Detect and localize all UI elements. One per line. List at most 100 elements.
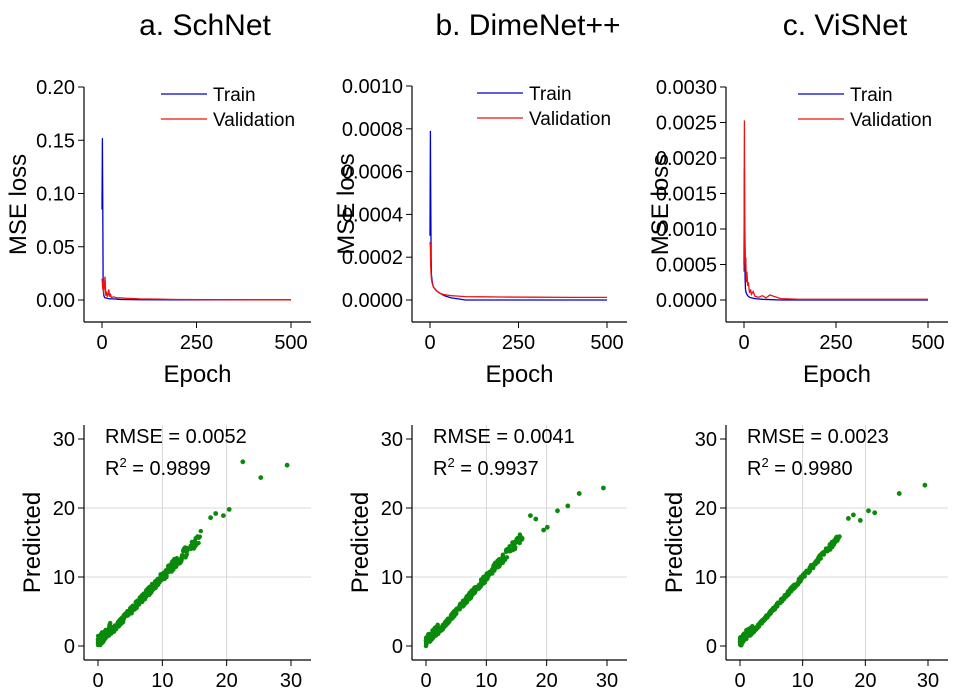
y-tick-label: 0.0015 (656, 184, 717, 206)
y-tick-label: 0.05 (36, 237, 75, 259)
y-tick-label: 0 (64, 636, 75, 658)
data-point (98, 637, 103, 642)
y-axis-label: Predicted (347, 492, 374, 593)
chart-title: a. SchNet (139, 9, 271, 42)
data-point (829, 539, 834, 545)
data-point (516, 536, 521, 541)
y-tick-label: 0.0002 (342, 247, 403, 269)
data-point (511, 546, 517, 551)
legend-label-validation: Validation (213, 110, 295, 131)
data-point (221, 513, 226, 518)
scatter-points (737, 482, 928, 648)
data-point (122, 614, 127, 619)
data-point (164, 568, 169, 573)
x-axis-label: Epoch (485, 361, 553, 388)
r2-symbol: R (105, 458, 119, 480)
x-tick-label: 20 (854, 670, 876, 688)
data-point (738, 642, 743, 648)
y-axis-label: MSE loss (647, 154, 674, 255)
data-point (528, 513, 533, 518)
data-point (541, 527, 546, 533)
legend-label-train: Train (213, 85, 256, 106)
data-point (240, 459, 246, 465)
data-point (430, 630, 435, 635)
data-point (151, 584, 156, 589)
data-point (459, 602, 465, 608)
data-point (136, 600, 142, 605)
data-point (435, 622, 440, 627)
data-point (464, 600, 469, 605)
data-point (872, 510, 878, 516)
x-tick-label: 0 (738, 332, 749, 354)
data-point (95, 641, 101, 646)
data-point (114, 625, 119, 631)
y-tick-label: 20 (53, 498, 75, 520)
x-tick-label: 10 (792, 670, 814, 688)
data-point (500, 557, 505, 562)
y-tick-label: 30 (381, 429, 403, 451)
chart-dimenet_loss: 0 250 500 0.0000 0.0002 0.0004 0.0006 0.0008 0.0… (333, 9, 627, 388)
y-tick-label: 0 (706, 636, 717, 658)
data-point (506, 546, 511, 552)
data-point (172, 562, 177, 568)
y-tick-label: 20 (381, 498, 403, 520)
r2-annotation: R2 = 0.9899 (105, 455, 211, 480)
data-point (140, 597, 146, 602)
series-line-train (429, 130, 607, 301)
data-point (565, 503, 571, 509)
y-axis-label: Predicted (19, 492, 46, 593)
x-tick-label: 30 (280, 670, 302, 688)
data-point (777, 600, 783, 605)
data-point (765, 613, 770, 618)
data-point (851, 512, 856, 518)
x-tick-label: 0 (92, 670, 103, 688)
data-point (744, 633, 750, 638)
data-point (802, 574, 807, 579)
x-tick-label: 0 (420, 670, 431, 688)
r2-annotation: R2 = 0.9980 (747, 455, 853, 480)
data-point (491, 566, 497, 571)
data-point (185, 548, 190, 553)
data-point (754, 627, 759, 632)
data-point (750, 624, 755, 629)
data-point (213, 511, 219, 516)
data-point (192, 544, 198, 549)
y-tick-label: 0.0010 (342, 76, 403, 98)
y-tick-label: 0.20 (36, 77, 75, 99)
r2-symbol: R (747, 458, 761, 480)
data-point (178, 560, 183, 566)
data-point (497, 564, 502, 569)
scatter-points (95, 459, 290, 648)
y-tick-label: 0.0008 (342, 119, 403, 141)
data-point (166, 563, 171, 569)
x-tick-label: 500 (590, 332, 623, 354)
y-tick-label: 0.0010 (656, 219, 717, 241)
y-tick-label: 10 (381, 567, 403, 589)
series-line-validation (429, 242, 607, 299)
x-tick-label: 250 (502, 332, 535, 354)
data-point (477, 582, 482, 587)
y-tick-label: 10 (53, 567, 75, 589)
data-point (430, 633, 435, 639)
x-tick-label: 20 (536, 670, 558, 688)
data-point (738, 635, 744, 640)
r2-superscript: 2 (761, 455, 768, 470)
data-point (787, 590, 792, 595)
x-tick-label: 500 (911, 332, 944, 354)
data-point (576, 491, 582, 496)
x-tick-label: 250 (180, 332, 213, 354)
y-tick-label: 10 (695, 567, 717, 589)
rmse-annotation: RMSE = 0.0052 (105, 426, 247, 448)
y-axis-label: MSE loss (5, 154, 32, 255)
chart-visnet_parity: 0 10 20 30 0 10 20 30 Predicted RMSE = 0.0023 R2 =… (661, 425, 948, 688)
chart-dimenet_parity: 0 10 20 30 0 10 20 30 Predicted RMSE = 0.0041 R2 =… (347, 425, 627, 688)
r2-annotation: R2 = 0.9937 (433, 455, 539, 480)
data-point (117, 618, 123, 624)
chart-schnet_parity: 0 10 20 30 0 10 20 30 Predicted RMSE = 0.0052 R2 =… (19, 425, 311, 688)
data-point (476, 586, 481, 591)
data-point (426, 634, 431, 639)
data-point (471, 590, 476, 595)
chart-title: c. ViSNet (783, 9, 908, 42)
y-tick-label: 0.15 (36, 130, 75, 152)
data-point (101, 633, 106, 638)
